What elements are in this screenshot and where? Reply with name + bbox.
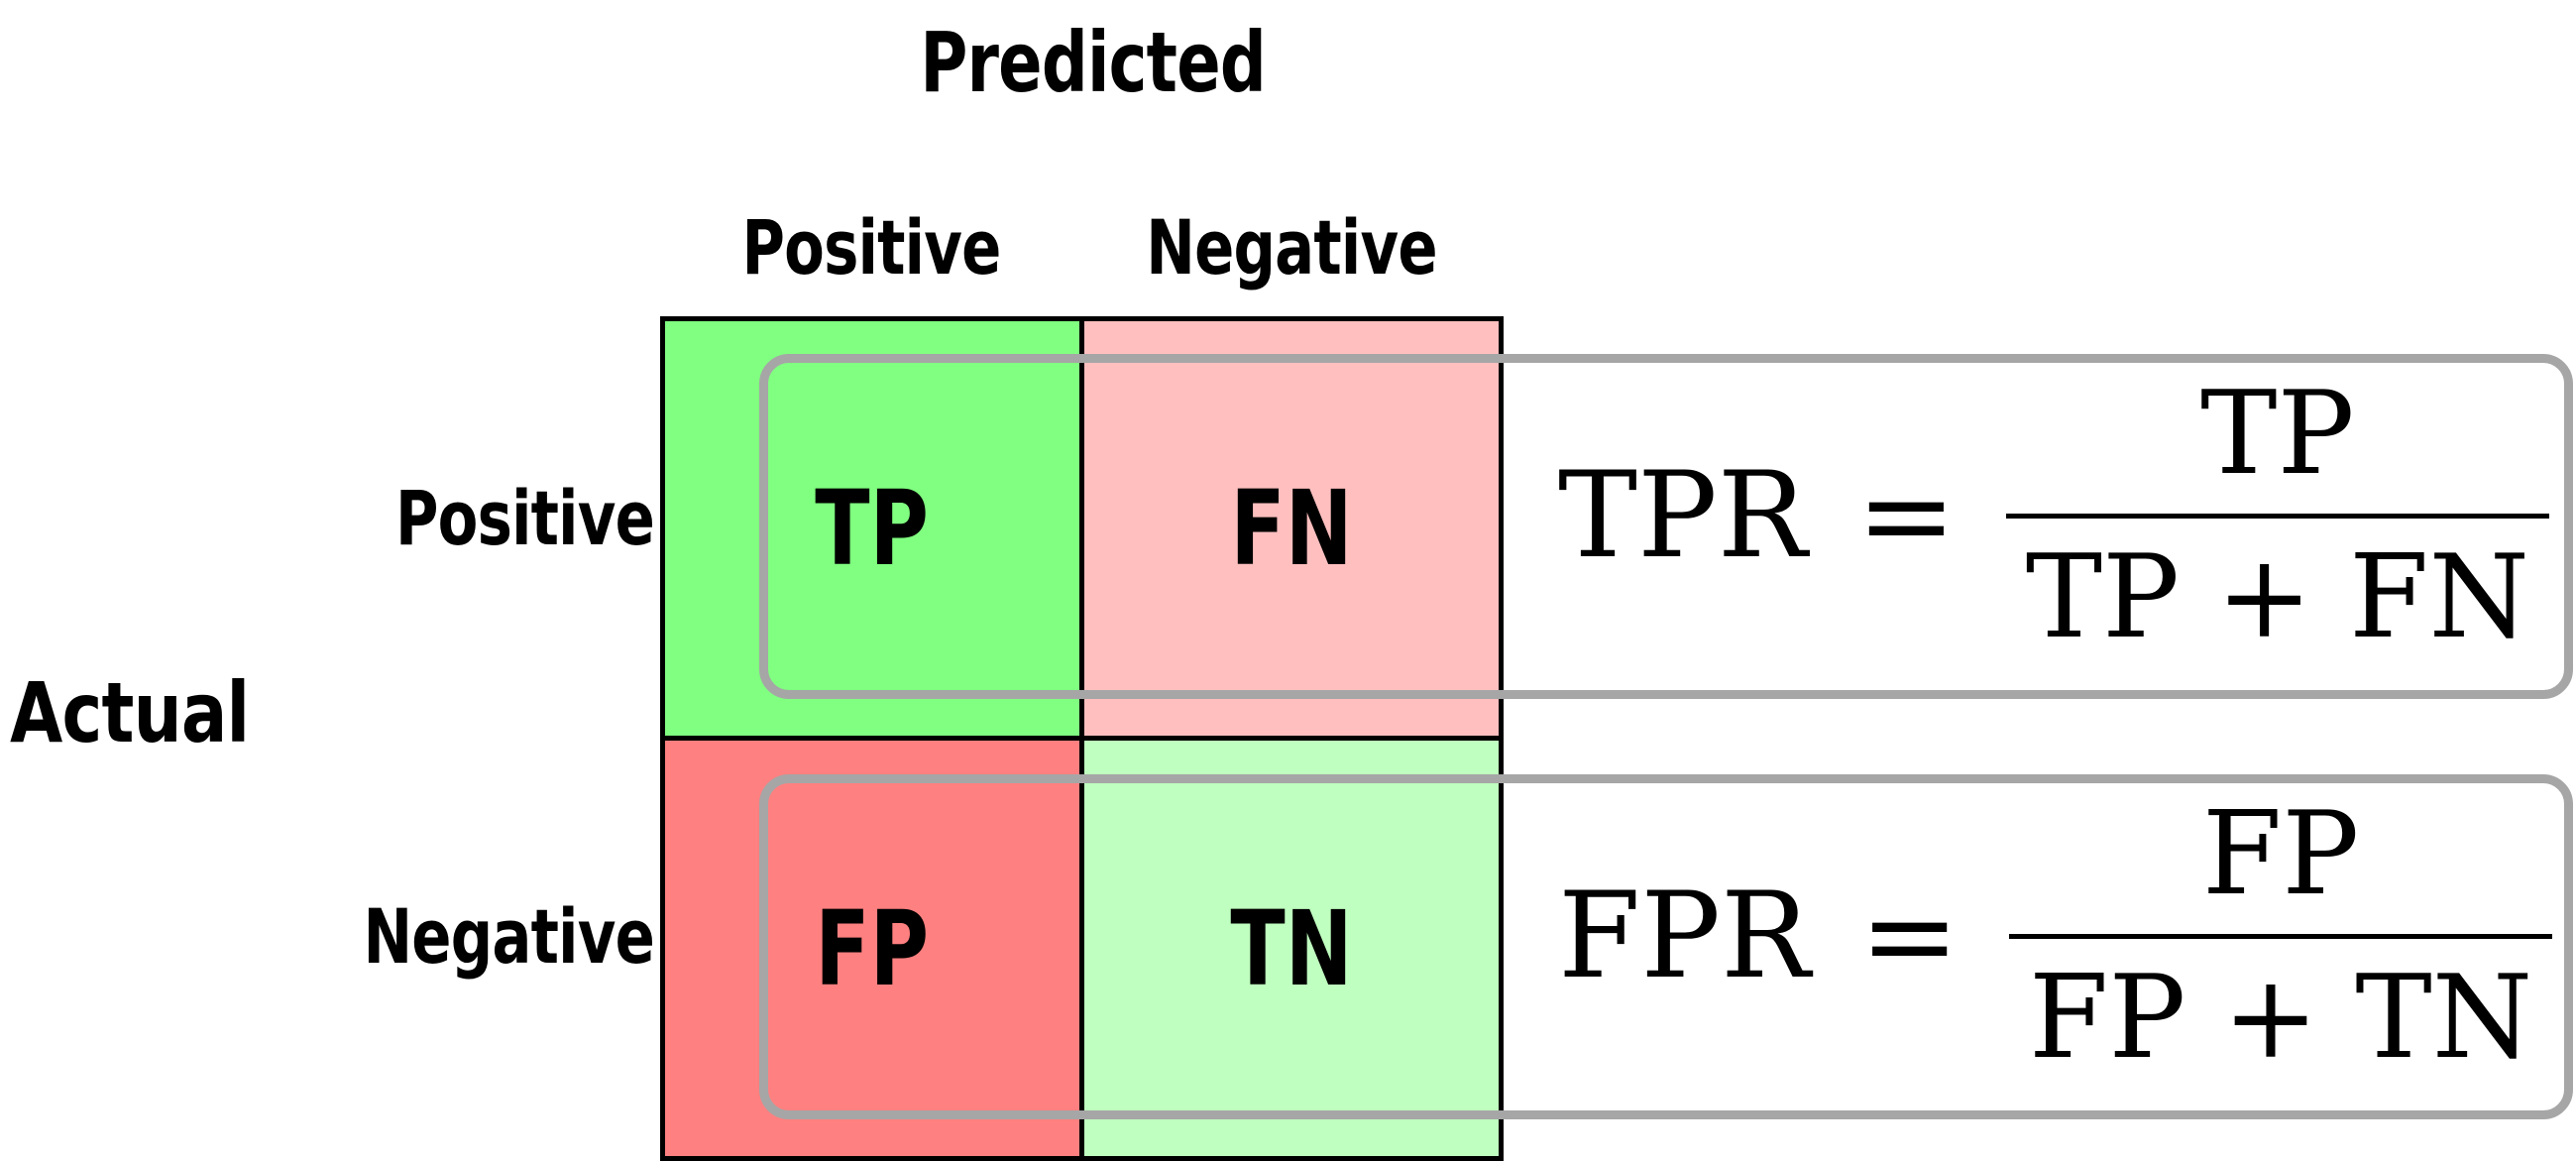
tpr-callout-box: [759, 354, 2573, 699]
fpr-denominator: FP + TN: [2008, 934, 2553, 1076]
tpr-formula-equals: =: [1856, 447, 1957, 585]
tpr-formula: TPR = TP TP + FN: [1558, 367, 2550, 655]
row-header-positive: Positive: [394, 474, 655, 562]
matrix-cell-true-negative: TN: [1079, 736, 1504, 1161]
tpr-numerator: TP: [2200, 367, 2355, 501]
tpr-denominator: TP + FN: [2005, 514, 2550, 655]
fpr-formula-lhs: FPR: [1558, 868, 1811, 1005]
matrix-cell-true-positive: TP: [660, 316, 1084, 741]
cell-label-fp: FP: [815, 887, 930, 1009]
column-header-positive: Positive: [660, 203, 1082, 291]
cell-label-tn: TN: [1230, 887, 1353, 1009]
fpr-formula-equals: =: [1859, 868, 1960, 1005]
cell-label-fn: FN: [1230, 468, 1353, 589]
column-header-positive-text: Positive: [741, 203, 1001, 291]
predicted-axis-title: Predicted: [920, 14, 1267, 111]
column-header-negative: Negative: [1080, 203, 1503, 291]
actual-axis-title: Actual: [10, 664, 250, 761]
cell-label-tp: TP: [815, 468, 930, 589]
tpr-fraction: TP TP + FN: [2005, 367, 2550, 655]
tpr-formula-lhs: TPR: [1558, 447, 1808, 585]
row-header-negative: Negative: [363, 892, 654, 981]
fpr-formula: FPR = FP FP + TN: [1558, 787, 2553, 1076]
fpr-numerator: FP: [2201, 787, 2360, 921]
fpr-fraction: FP FP + TN: [2008, 787, 2553, 1076]
fpr-callout-box: [759, 774, 2573, 1119]
column-header-negative-text: Negative: [1146, 203, 1437, 291]
